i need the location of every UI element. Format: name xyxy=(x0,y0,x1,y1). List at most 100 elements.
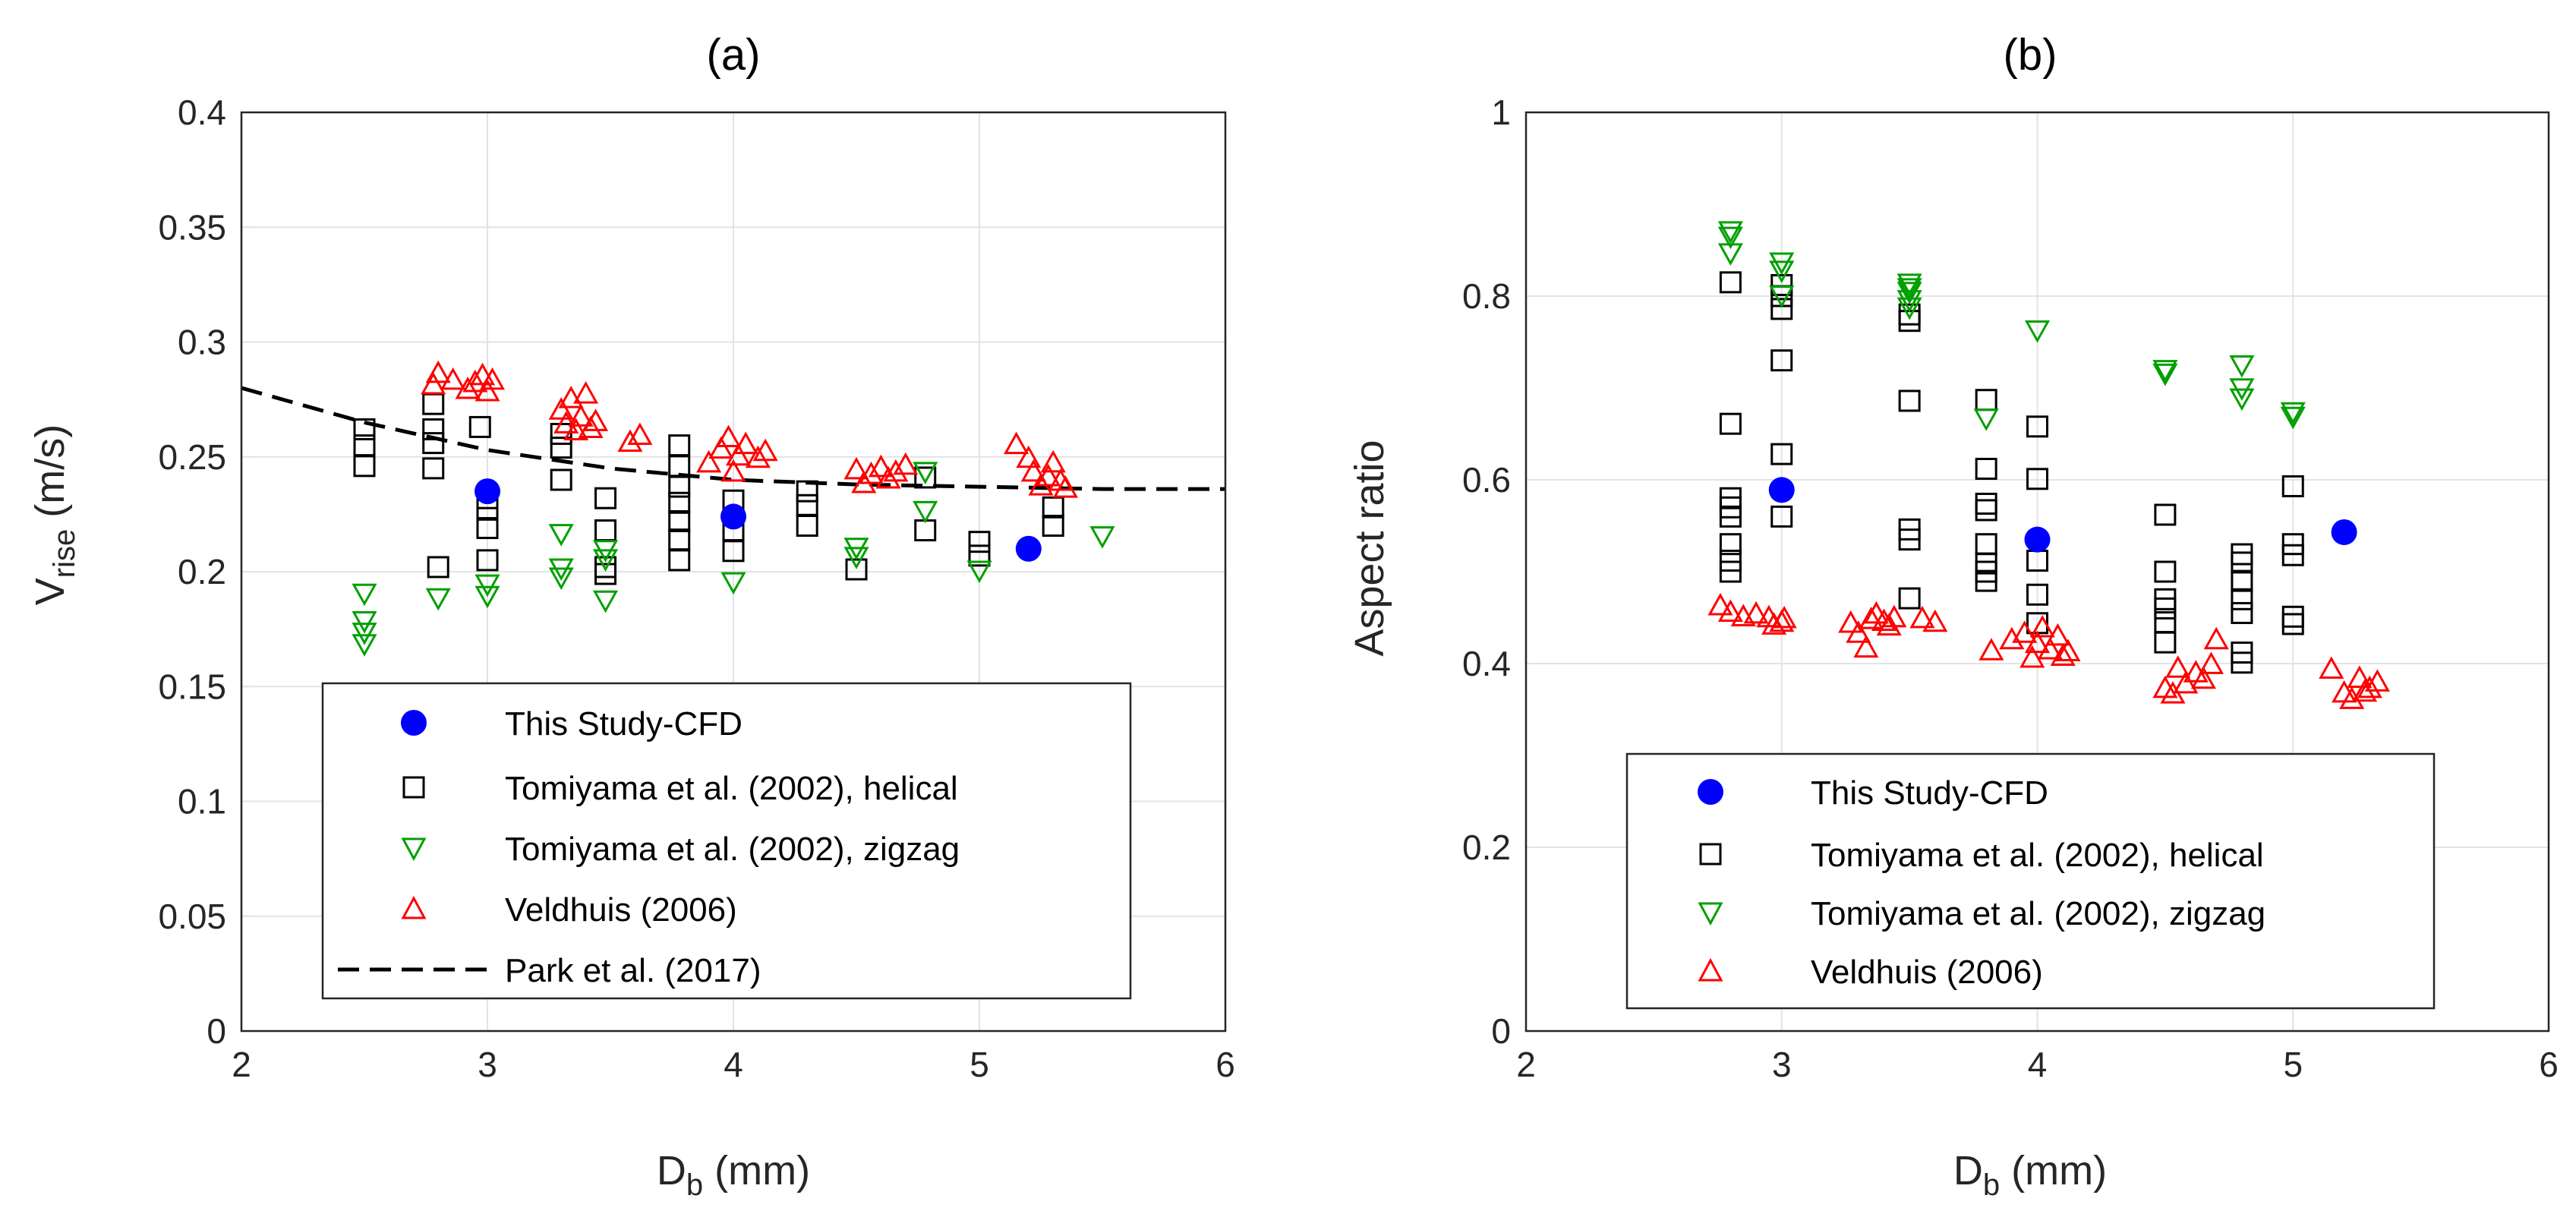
data-point-tomiyama-et-al-2002-zigzag xyxy=(2024,320,2051,343)
data-point-tomiyama-et-al-2002-zigzag xyxy=(966,560,992,584)
data-point-tomiyama-et-al-2002-helical xyxy=(2281,475,2304,497)
y-tick-label: 0.05 xyxy=(158,897,226,936)
data-point-tomiyama-et-al-2002-zigzag xyxy=(2229,355,2255,378)
data-point-tomiyama-et-al-2002-zigzag xyxy=(352,611,377,634)
data-point-veldhuis-2006 xyxy=(1871,608,1897,632)
data-point-veldhuis-2006 xyxy=(1036,463,1061,487)
data-point-veldhuis-2006 xyxy=(2165,655,2191,678)
legend-label-zigzag: Tomiyama et al. (2002), zigzag xyxy=(1811,895,2265,932)
y-axis-label-subscript: rise xyxy=(48,529,81,578)
data-point-veldhuis-2006 xyxy=(733,431,758,455)
data-point-tomiyama-et-al-2002-zigzag xyxy=(2280,402,2306,425)
data-point-tomiyama-et-al-2002-helical xyxy=(2281,533,2304,556)
x-tick-labels: 2 3 4 5 6 xyxy=(232,1045,1235,1084)
panel-b: (b) 2 3 4 5 6 0 0.2 0.4 0.6 0.8 1 Db (mm) Aspect … xyxy=(1347,30,2559,1202)
data-point-veldhuis-2006 xyxy=(2019,645,2045,668)
y-tick-label: 0.2 xyxy=(1462,828,1511,867)
x-tick-label: 4 xyxy=(724,1045,743,1084)
data-point-tomiyama-et-al-2002-helical xyxy=(468,415,491,438)
data-point-tomiyama-et-al-2002-zigzag xyxy=(720,572,746,595)
y-tick-label: 0.8 xyxy=(1462,276,1511,316)
data-point-veldhuis-2006 xyxy=(875,465,901,489)
data-point-tomiyama-et-al-2002-helical xyxy=(2231,569,2253,592)
data-point-tomiyama-et-al-2002-zigzag xyxy=(1769,285,1795,308)
legend-marker-cfd xyxy=(1698,779,1723,805)
data-point-tomiyama-et-al-2002-zigzag xyxy=(2280,406,2306,430)
data-point-veldhuis-2006 xyxy=(2347,665,2373,689)
y-axis-label: Vrise (m/s) xyxy=(27,424,81,605)
data-point-this-study-cfd xyxy=(2024,526,2051,553)
legend-label-helical: Tomiyama et al. (2002), helical xyxy=(1811,837,2264,874)
data-marks xyxy=(241,360,1225,657)
data-point-tomiyama-et-al-2002-helical xyxy=(1719,533,1742,556)
x-tick-label: 6 xyxy=(2539,1045,2559,1084)
y-tick-label: 0.25 xyxy=(158,437,226,477)
data-point-veldhuis-2006 xyxy=(1853,635,1879,658)
data-point-veldhuis-2006 xyxy=(617,429,643,452)
data-point-tomiyama-et-al-2002-helical xyxy=(2026,583,2048,606)
data-point-tomiyama-et-al-2002-helical xyxy=(796,493,818,516)
legend-marker-veldhuis xyxy=(1698,957,1723,982)
data-point-veldhuis-2006 xyxy=(1771,605,1797,629)
data-point-veldhuis-2006 xyxy=(2152,675,2178,698)
data-point-tomiyama-et-al-2002-helical xyxy=(2281,544,2304,566)
legend-label-zigzag: Tomiyama et al. (2002), zigzag xyxy=(505,831,960,868)
data-point-veldhuis-2006 xyxy=(479,367,506,390)
y-tick-label: 0.3 xyxy=(178,323,226,362)
chart-title: (b) xyxy=(2004,30,2057,80)
data-point-tomiyama-et-al-2002-helical xyxy=(668,509,691,532)
data-point-tomiyama-et-al-2002-helical xyxy=(668,491,691,514)
x-axis-label-unit: (mm) xyxy=(703,1148,810,1194)
y-tick-label: 1 xyxy=(1491,93,1511,132)
data-point-tomiyama-et-al-2002-helical xyxy=(1975,569,1997,592)
data-point-tomiyama-et-al-2002-zigzag xyxy=(1717,226,1743,250)
data-point-veldhuis-2006 xyxy=(421,371,446,395)
data-point-tomiyama-et-al-2002-helical xyxy=(968,531,991,553)
legend-marker-zigzag xyxy=(401,837,427,862)
data-point-tomiyama-et-al-2002-helical xyxy=(550,437,572,459)
data-point-veldhuis-2006 xyxy=(469,362,496,386)
legend-label-veldhuis: Veldhuis (2006) xyxy=(1811,954,2043,991)
data-point-veldhuis-2006 xyxy=(1838,610,1864,633)
data-point-tomiyama-et-al-2002-helical xyxy=(2154,597,2177,620)
data-point-tomiyama-et-al-2002-helical xyxy=(1770,298,1793,320)
data-point-tomiyama-et-al-2002-helical xyxy=(796,480,818,503)
data-point-tomiyama-et-al-2002-helical xyxy=(2231,651,2253,674)
data-point-tomiyama-et-al-2002-helical xyxy=(476,517,499,540)
y-tick-label: 0.2 xyxy=(178,552,226,591)
data-point-tomiyama-et-al-2002-helical xyxy=(1719,505,1742,528)
data-point-veldhuis-2006 xyxy=(1999,626,2025,650)
data-point-tomiyama-et-al-2002-zigzag xyxy=(548,524,574,547)
data-point-tomiyama-et-al-2002-helical xyxy=(422,418,445,440)
data-point-tomiyama-et-al-2002-zigzag xyxy=(1973,408,1999,431)
data-point-veldhuis-2006 xyxy=(2012,620,2038,643)
data-point-this-study-cfd xyxy=(720,503,746,530)
y-tick-label: 0.15 xyxy=(158,667,226,706)
data-point-veldhuis-2006 xyxy=(1881,604,1907,628)
data-point-veldhuis-2006 xyxy=(745,445,771,468)
data-point-veldhuis-2006 xyxy=(2198,651,2224,674)
legend: This Study-CFD Tomiyama et al. (2002), h… xyxy=(1625,752,2436,1010)
y-tick-label: 0 xyxy=(207,1011,226,1051)
legend-label-park: Park et al. (2017) xyxy=(505,952,761,989)
x-axis-label-main: D xyxy=(657,1148,686,1194)
data-point-veldhuis-2006 xyxy=(1743,601,1769,624)
data-point-tomiyama-et-al-2002-helical xyxy=(914,466,937,489)
data-point-veldhuis-2006 xyxy=(2029,614,2055,638)
data-point-tomiyama-et-al-2002-helical xyxy=(2154,560,2177,583)
data-point-veldhuis-2006 xyxy=(568,404,594,427)
data-point-veldhuis-2006 xyxy=(558,386,584,408)
data-point-this-study-cfd xyxy=(475,478,500,505)
data-marks xyxy=(1707,221,2390,709)
data-point-tomiyama-et-al-2002-helical xyxy=(796,515,818,537)
data-point-veldhuis-2006 xyxy=(2037,636,2063,660)
data-point-tomiyama-et-al-2002-helical xyxy=(1898,389,1921,412)
data-point-veldhuis-2006 xyxy=(573,381,599,404)
data-point-tomiyama-et-al-2002-helical xyxy=(2281,613,2304,635)
data-point-veldhuis-2006 xyxy=(1846,620,1871,643)
data-point-veldhuis-2006 xyxy=(1979,638,2004,661)
legend-label-helical: Tomiyama et al. (2002), helical xyxy=(505,770,958,807)
data-point-tomiyama-et-al-2002-helical xyxy=(668,475,691,498)
data-point-veldhuis-2006 xyxy=(843,456,869,480)
